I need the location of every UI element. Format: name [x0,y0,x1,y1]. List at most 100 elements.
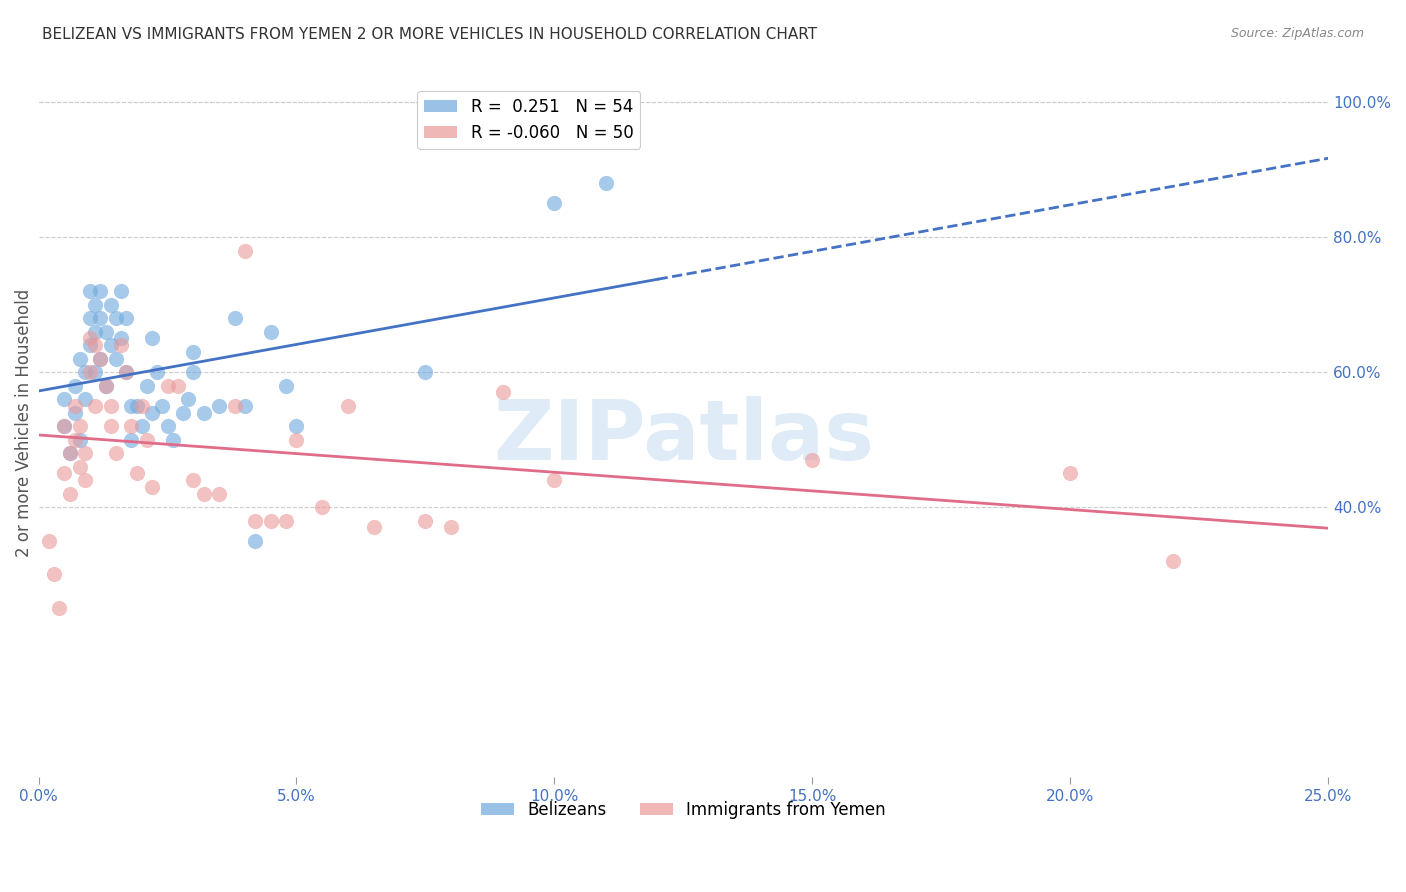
Point [125,467,148,481]
Point [233,399,256,413]
Point [53,467,76,481]
Point [245,514,267,528]
Point [104,311,127,326]
Point [69,419,91,434]
Point [131,399,153,413]
Point [100,298,122,312]
Point [73,446,96,460]
Point [115,365,138,379]
Point [79,311,101,326]
Point [53,419,76,434]
Point [245,533,267,548]
Point [84,298,107,312]
Point [104,446,127,460]
Point [543,196,565,211]
Point [104,351,127,366]
Point [69,459,91,474]
Point [63,406,86,420]
Point [415,514,437,528]
Point [141,406,163,420]
Point [156,378,179,392]
Point [73,392,96,406]
Point [53,392,76,406]
Point [42,567,65,582]
Legend: Belizeans, Immigrants from Yemen: Belizeans, Immigrants from Yemen [474,794,893,825]
Point [89,351,111,366]
Point [233,244,256,258]
Point [285,433,308,447]
Point [89,351,111,366]
Point [208,486,231,500]
Point [115,365,138,379]
Point [120,419,142,434]
Point [125,399,148,413]
Point [595,176,617,190]
Point [166,378,188,392]
Point [1163,554,1185,568]
Point [58,486,80,500]
Point [156,419,179,434]
Point [79,331,101,345]
Point [48,601,70,615]
Point [110,284,132,298]
Point [141,331,163,345]
Point [89,311,111,326]
Point [181,344,204,359]
Text: BELIZEAN VS IMMIGRANTS FROM YEMEN 2 OR MORE VEHICLES IN HOUSEHOLD CORRELATION CH: BELIZEAN VS IMMIGRANTS FROM YEMEN 2 OR M… [42,27,817,42]
Point [208,399,231,413]
Point [440,520,463,534]
Point [260,325,283,339]
Y-axis label: 2 or more Vehicles in Household: 2 or more Vehicles in Household [15,289,32,557]
Point [415,365,437,379]
Point [1059,467,1081,481]
Point [172,406,194,420]
Point [79,365,101,379]
Point [276,514,298,528]
Point [181,365,204,379]
Point [193,486,215,500]
Point [337,399,360,413]
Point [73,473,96,487]
Point [79,338,101,352]
Point [38,533,60,548]
Point [543,473,565,487]
Point [84,365,107,379]
Point [162,433,184,447]
Point [89,284,111,298]
Point [115,311,138,326]
Point [177,392,200,406]
Point [135,433,157,447]
Text: ZIPatlas: ZIPatlas [494,396,875,477]
Point [100,419,122,434]
Point [63,433,86,447]
Point [193,406,215,420]
Point [69,433,91,447]
Point [363,520,385,534]
Point [181,473,204,487]
Point [311,500,333,514]
Point [58,446,80,460]
Point [276,378,298,392]
Point [94,325,117,339]
Point [84,338,107,352]
Point [63,399,86,413]
Point [120,433,142,447]
Point [100,338,122,352]
Point [224,311,246,326]
Point [801,452,824,467]
Point [110,338,132,352]
Point [94,378,117,392]
Point [120,399,142,413]
Point [63,378,86,392]
Text: Source: ZipAtlas.com: Source: ZipAtlas.com [1230,27,1364,40]
Point [100,399,122,413]
Point [224,399,246,413]
Point [58,446,80,460]
Point [84,399,107,413]
Point [135,378,157,392]
Point [73,365,96,379]
Point [79,284,101,298]
Point [150,399,173,413]
Point [69,351,91,366]
Point [492,385,515,400]
